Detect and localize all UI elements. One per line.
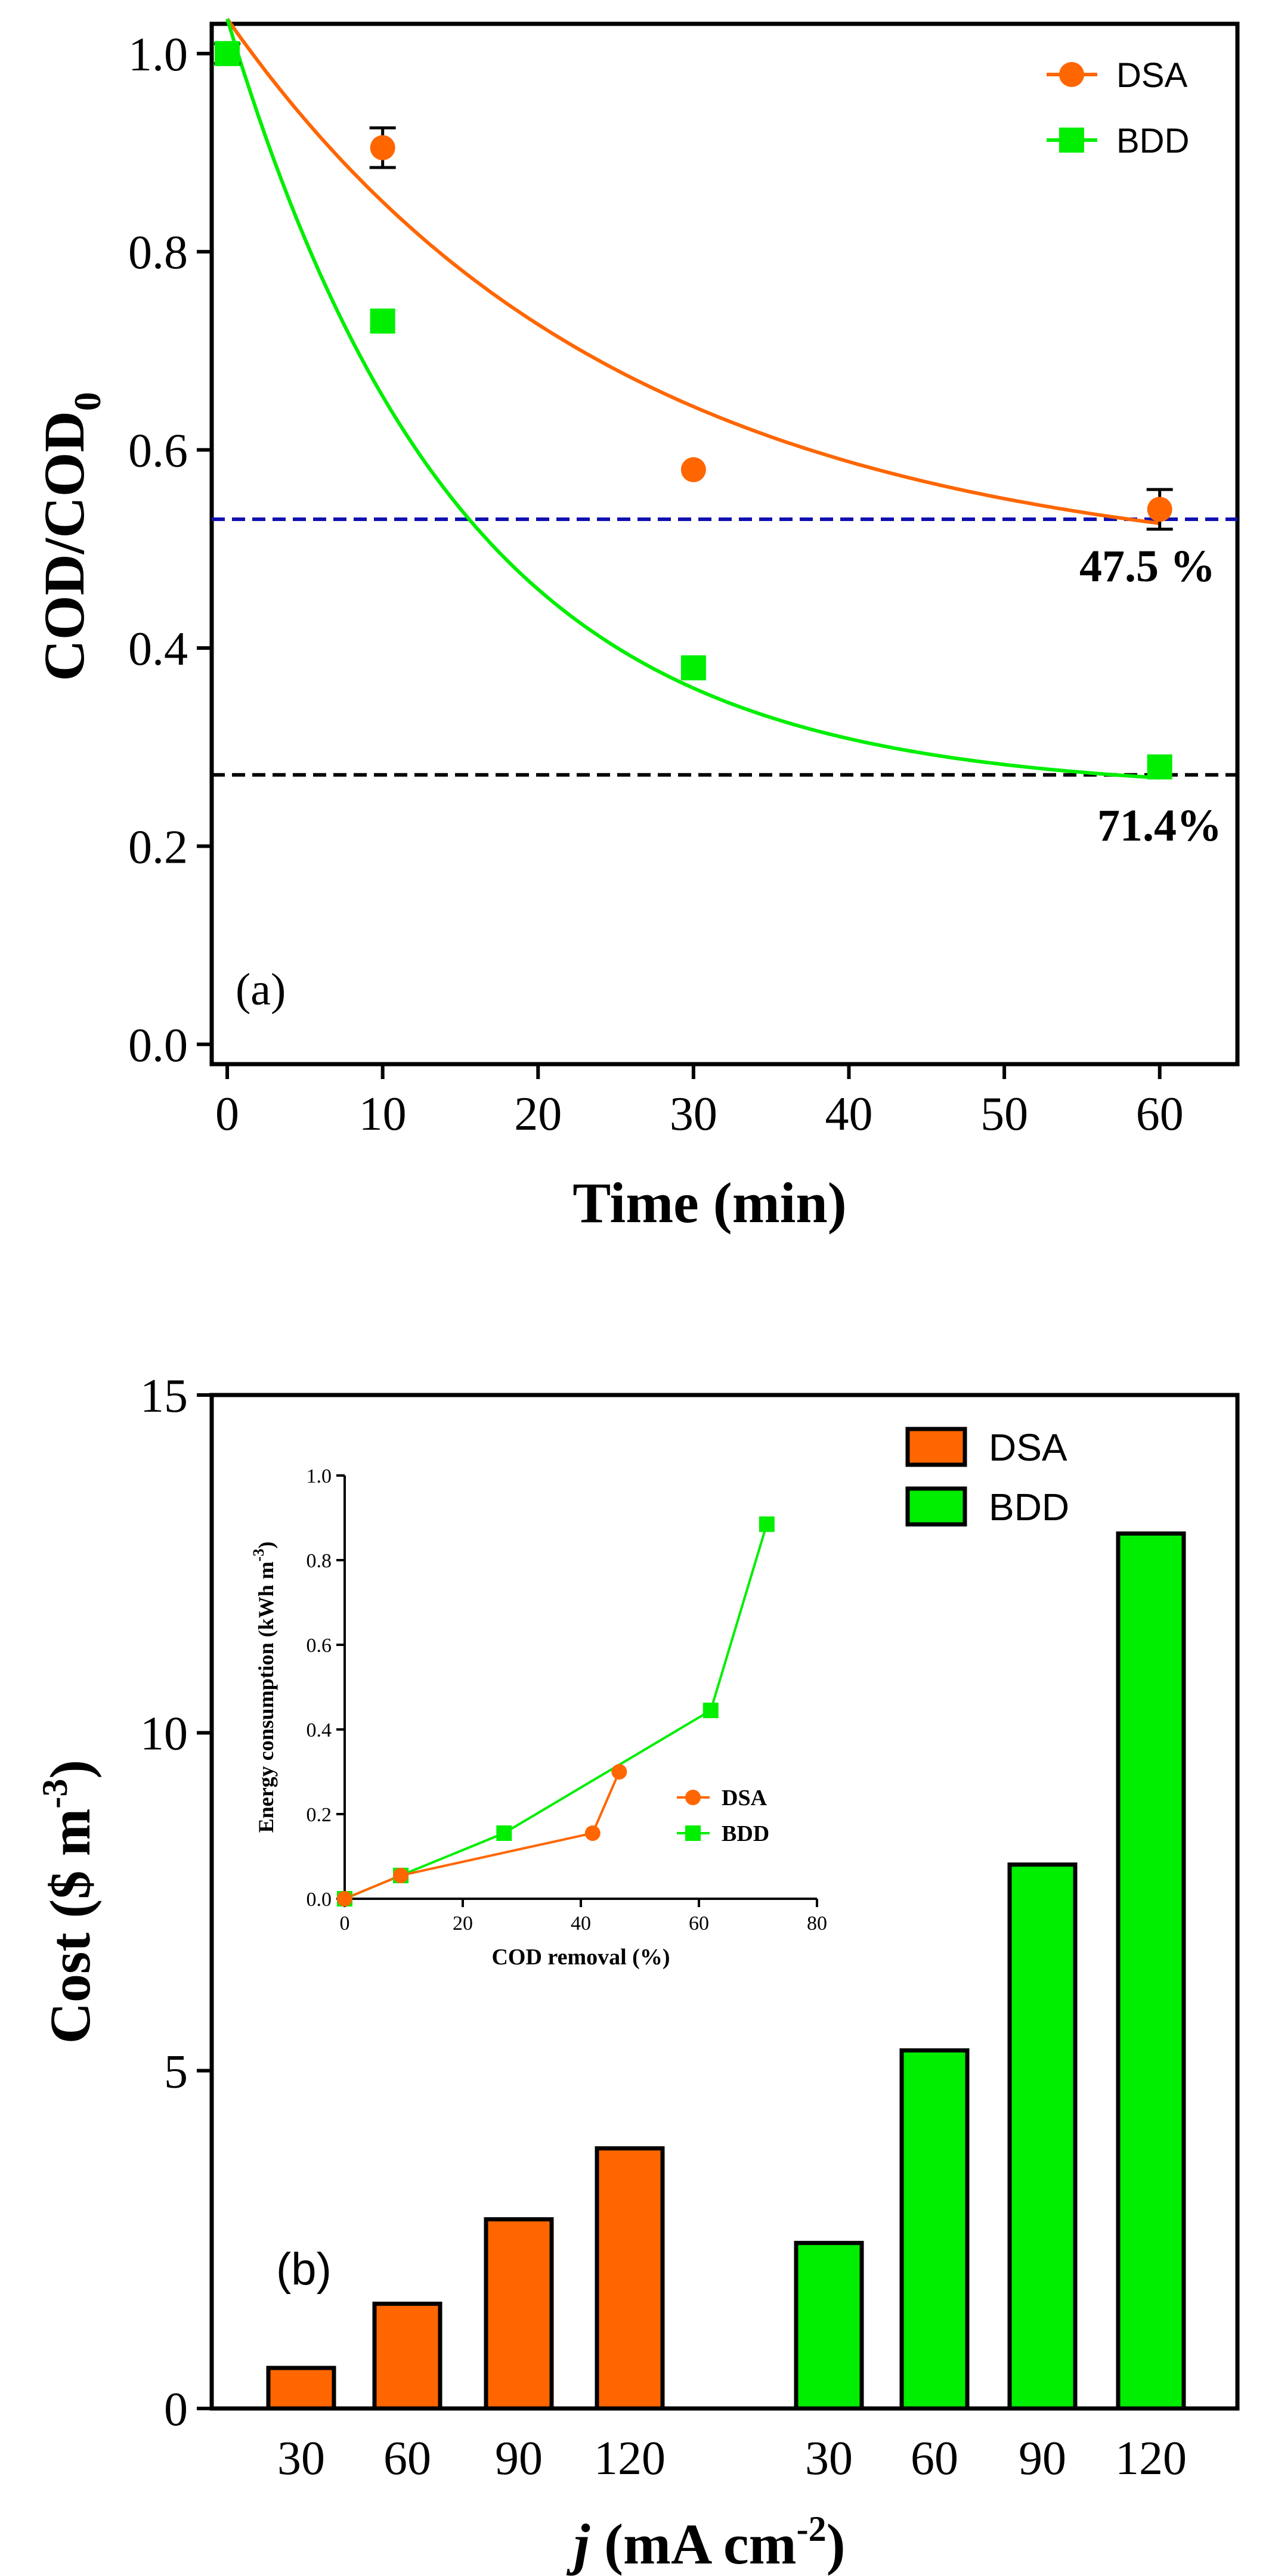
data-point-bdd xyxy=(215,41,240,66)
inset-point-dsa xyxy=(611,1764,627,1780)
bar-bdd-120 xyxy=(1116,1531,1186,2411)
inset-point-dsa xyxy=(337,1891,352,1907)
inset-x-tick-label: 0 xyxy=(340,1912,350,1935)
x-tick-label: 40 xyxy=(825,1088,872,1140)
fit-curve-bdd xyxy=(225,18,1160,780)
inset-x-tick-label: 20 xyxy=(453,1912,473,1935)
data-point-bdd xyxy=(680,655,706,681)
inset-x-tick-label: 60 xyxy=(689,1912,709,1935)
inset-legend-bdd-marker xyxy=(685,1825,701,1841)
y-tick-label: 0.4 xyxy=(128,623,188,675)
bar-bdd-90 xyxy=(1007,1862,1078,2411)
annotation-dsa-removal: 47.5 % xyxy=(1079,541,1215,591)
y-tick-label: 0.6 xyxy=(128,425,188,478)
x-tick-label: 10 xyxy=(359,1088,407,1140)
panel-b-x-axis-title: j (mA cm-2) xyxy=(566,2509,845,2576)
inset-x-tick-label: 80 xyxy=(807,1912,827,1935)
legend-bdd-swatch xyxy=(905,1486,967,1527)
inset-point-bdd xyxy=(496,1825,512,1841)
x-tick-label: 0 xyxy=(215,1088,239,1140)
x-tick-label: 30 xyxy=(277,2432,325,2485)
legend-dsa-label: DSA xyxy=(1116,56,1188,95)
x-tick-label: 30 xyxy=(805,2432,853,2485)
panel-b-legend: DSA BDD xyxy=(905,1426,1069,1529)
y-tick-label: 0.8 xyxy=(128,227,188,279)
inset-y-tick-label: 1.0 xyxy=(307,1465,332,1487)
y-tick-label: 1.0 xyxy=(128,29,188,81)
inset-legend-bdd-label: BDD xyxy=(722,1821,769,1846)
inset-y-axis-title: Energy consumption (kWh m-3) xyxy=(250,1542,278,1833)
x-tick-label: 20 xyxy=(514,1088,562,1140)
x-tick-label: 90 xyxy=(495,2432,543,2485)
data-point-dsa xyxy=(370,135,395,160)
y-tick-label: 10 xyxy=(140,1708,188,1760)
inset-legend-dsa-marker xyxy=(685,1790,701,1805)
inset-point-dsa xyxy=(393,1867,409,1883)
panel-b-chart: 30 60 90 120 30 60 90 120 0 5 10 15 DSA BDD (b) j … xyxy=(35,1370,1240,2576)
panel-a-label: (a) xyxy=(236,965,286,1015)
inset-x-axis-title: COD removal (%) xyxy=(491,1945,670,1970)
x-tick-label: 90 xyxy=(1019,2432,1066,2485)
data-point-bdd xyxy=(1147,754,1172,780)
fit-curve-dsa xyxy=(225,17,1160,525)
inset-y-tick-label: 0.4 xyxy=(307,1719,332,1741)
inset-y-tick-label: 0.0 xyxy=(307,1889,332,1911)
y-tick-label: 15 xyxy=(140,1370,188,1422)
legend-dsa-marker xyxy=(1059,62,1084,87)
inset-y-tick-label: 0.8 xyxy=(307,1550,332,1572)
y-tick-label: 5 xyxy=(164,2045,188,2098)
panel-a-chart: 0 10 20 30 40 50 60 0.0 0.2 0.4 0.6 0.8 1.0 DSA BDD… xyxy=(32,17,1240,1235)
inset-y-tick-label: 0.2 xyxy=(307,1804,332,1826)
panel-a-legend: DSA BDD xyxy=(1047,56,1189,160)
x-tick-label: 30 xyxy=(670,1088,717,1140)
panel-a-x-axis-title: Time (min) xyxy=(572,1171,847,1235)
panel-b-frame xyxy=(209,1393,1240,2411)
inset-chart: 0 20 40 60 80 0.0 0.2 0.4 0.6 0.8 1.0 DSA BDD COD… xyxy=(250,1465,827,1970)
legend-bdd-label: BDD xyxy=(1116,122,1189,160)
x-tick-label: 120 xyxy=(594,2432,666,2485)
panel-a-y-axis-title: COD/COD0 xyxy=(32,392,109,681)
bar-dsa-120 xyxy=(595,2146,665,2411)
inset-legend-dsa-label: DSA xyxy=(722,1785,767,1811)
legend-dsa-label: DSA xyxy=(989,1426,1067,1469)
inset-line-dsa xyxy=(344,1771,621,1900)
bar-dsa-60 xyxy=(372,2301,442,2411)
legend-bdd-marker xyxy=(1059,128,1084,153)
data-point-bdd xyxy=(370,308,395,334)
data-point-dsa xyxy=(680,457,706,482)
bar-bdd-60 xyxy=(899,2048,970,2411)
inset-point-dsa xyxy=(584,1825,601,1841)
inset-legend: DSA BDD xyxy=(677,1785,769,1846)
panel-b-y-axis-title: Cost ($ m-3) xyxy=(35,1760,102,2044)
panel-b-label: (b) xyxy=(276,2244,332,2295)
x-tick-label: 60 xyxy=(383,2432,431,2485)
annotation-bdd-removal: 71.4% xyxy=(1097,801,1222,851)
y-tick-label: 0.0 xyxy=(128,1019,188,1072)
x-tick-label: 60 xyxy=(1136,1088,1184,1140)
inset-y-tick-label: 0.6 xyxy=(307,1635,332,1657)
x-tick-label: 60 xyxy=(911,2432,958,2485)
panel-a-frame xyxy=(209,21,1240,1067)
inset-x-tick-label: 40 xyxy=(571,1912,591,1935)
bar-dsa-90 xyxy=(484,2217,554,2411)
bar-dsa-30 xyxy=(266,2366,336,2411)
x-tick-label: 120 xyxy=(1115,2432,1187,2485)
legend-bdd-label: BDD xyxy=(989,1486,1069,1529)
inset-point-bdd xyxy=(702,1703,719,1719)
legend-dsa-swatch xyxy=(905,1427,967,1467)
y-tick-label: 0 xyxy=(164,2383,188,2436)
y-tick-label: 0.2 xyxy=(128,821,188,873)
bar-bdd-30 xyxy=(794,2240,864,2411)
data-point-dsa xyxy=(1147,497,1172,522)
inset-point-bdd xyxy=(759,1516,775,1532)
x-tick-label: 50 xyxy=(980,1088,1028,1140)
